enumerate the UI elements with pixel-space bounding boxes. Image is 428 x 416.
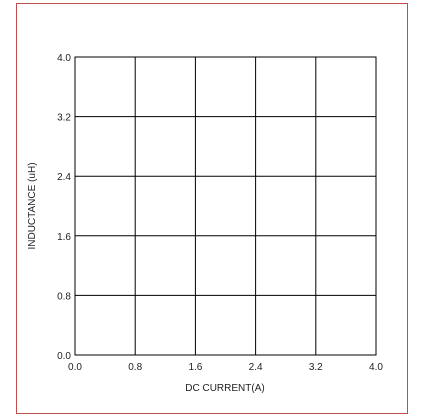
y-tick-label: 0.0 <box>57 351 71 362</box>
grid <box>75 57 376 355</box>
y-tick-label: 4.0 <box>57 53 71 64</box>
plot-area <box>75 57 376 355</box>
tick-labels: 0.0 0.8 1.6 2.4 3.2 4.0 0.0 0.8 1.6 2.4 3.2 4.0 <box>57 53 383 373</box>
y-tick-label: 0.8 <box>57 291 71 302</box>
y-tick-label: 2.4 <box>57 172 71 183</box>
y-tick-label: 1.6 <box>57 232 71 243</box>
x-tick-label: 3.2 <box>309 362 323 373</box>
x-tick-label: 1.6 <box>188 362 202 373</box>
x-tick-label: 4.0 <box>369 362 383 373</box>
x-tick-label: 0.0 <box>68 362 82 373</box>
x-axis-label: DC CURRENT(A) <box>185 383 264 394</box>
x-tick-label: 0.8 <box>128 362 142 373</box>
y-tick-label: 3.2 <box>57 113 71 124</box>
x-tick-label: 2.4 <box>249 362 263 373</box>
y-axis-label: INDUCTANCE (uH) <box>27 162 38 249</box>
